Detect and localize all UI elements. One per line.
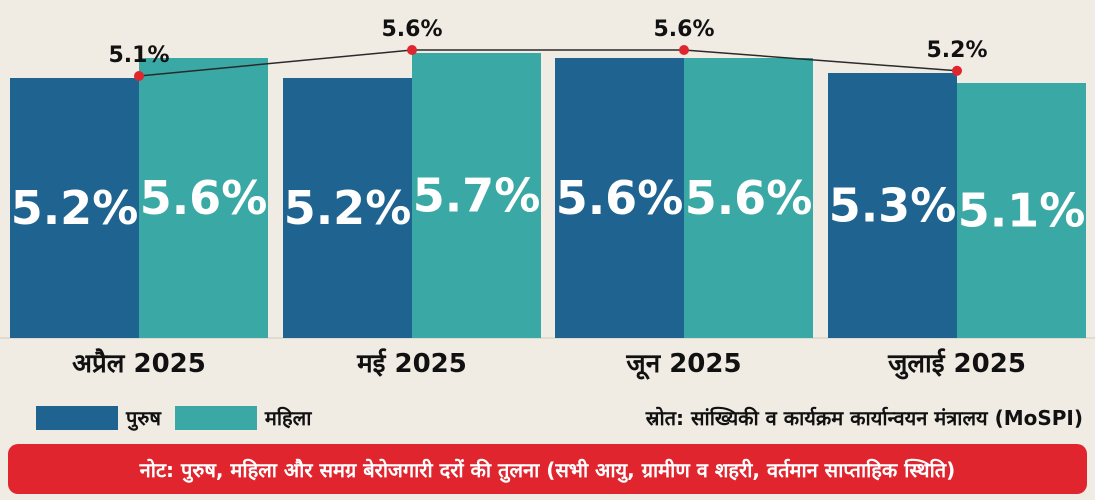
overall-marker-3: [952, 65, 962, 76]
legend-label-male: पुरुष: [126, 406, 161, 430]
bar-male-1: [283, 78, 412, 338]
legend-item-female: महिला: [174, 404, 312, 431]
bar-label-female-3: 5.1%: [958, 184, 1086, 238]
bar-female-0: [139, 58, 268, 338]
unemployment-chart: 5.2% 5.2% 5.6% 5.3%5.6% 5.7% 5.6% 5.1%अप्रैल 2…: [0, 17, 1095, 380]
overall-label-3: 5.2%: [926, 38, 987, 63]
overall-marker-2: [679, 45, 689, 55]
bar-female-3: [957, 83, 1086, 338]
overall-label-2: 5.6%: [653, 17, 714, 42]
bar-male-3: [828, 73, 957, 338]
note-banner: नोट: पुरुष, महिला और समग्र बेरोजगारी दरो…: [8, 444, 1087, 494]
legend-label-female: महिला: [264, 406, 312, 430]
bar-label-male-0: 5.2%: [11, 181, 139, 235]
overall-line: [138, 49, 958, 77]
category-label-0: अप्रैल 2025: [72, 348, 206, 379]
bar-male-2: [555, 58, 684, 338]
bar-label-male-3: 5.3%: [829, 179, 957, 233]
category-label-2: जून 2025: [625, 349, 741, 380]
legend-swatch-female: [174, 405, 257, 430]
bar-label-female-2: 5.6%: [685, 171, 813, 225]
legend-swatch-male: [36, 405, 118, 430]
bar-female-1: [412, 53, 541, 338]
overall-label-1: 5.6%: [381, 17, 442, 42]
bar-label-male-2: 5.6%: [556, 171, 684, 225]
bar-female-2: [684, 58, 813, 338]
bar-label-female-1: 5.7%: [413, 169, 541, 223]
bar-label-male-1: 5.2%: [284, 181, 412, 235]
overall-marker-0: [134, 71, 144, 81]
overall-label-0: 5.1%: [108, 43, 169, 68]
bar-male-0: [10, 78, 139, 338]
legend-item-male: पुरुष: [36, 404, 161, 431]
category-label-1: मई 2025: [356, 348, 467, 379]
category-label-3: जुलाई 2025: [887, 348, 1026, 380]
source-text: स्रोत: सांख्यिकी व कार्यक्रम कार्यान्वयन…: [645, 406, 1083, 430]
bar-label-female-0: 5.6%: [140, 171, 268, 225]
legend: पुरुष महिला: [36, 404, 311, 431]
overall-marker-1: [407, 45, 417, 55]
